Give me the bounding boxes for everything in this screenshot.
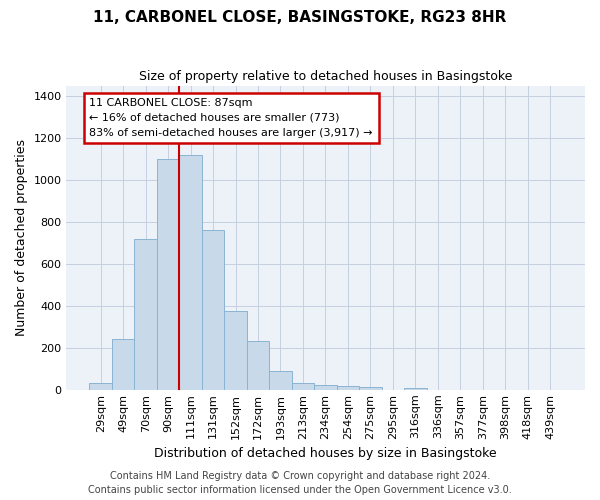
Bar	[89, 383, 112, 390]
Text: Contains HM Land Registry data © Crown copyright and database right 2024.
Contai: Contains HM Land Registry data © Crown c…	[88, 471, 512, 495]
Bar	[179, 154, 202, 390]
Bar	[359, 388, 382, 390]
Title: Size of property relative to detached houses in Basingstoke: Size of property relative to detached ho…	[139, 70, 512, 83]
Bar	[157, 159, 179, 390]
Bar	[404, 388, 427, 390]
Y-axis label: Number of detached properties: Number of detached properties	[15, 139, 28, 336]
Bar	[134, 238, 157, 390]
Bar	[112, 339, 134, 390]
Text: 11, CARBONEL CLOSE, BASINGSTOKE, RG23 8HR: 11, CARBONEL CLOSE, BASINGSTOKE, RG23 8H…	[94, 10, 506, 25]
Bar	[247, 342, 269, 390]
X-axis label: Distribution of detached houses by size in Basingstoke: Distribution of detached houses by size …	[154, 447, 497, 460]
Bar	[314, 386, 337, 390]
Bar	[337, 386, 359, 390]
Bar	[292, 383, 314, 390]
Bar	[224, 311, 247, 390]
Bar	[269, 370, 292, 390]
Text: 11 CARBONEL CLOSE: 87sqm
← 16% of detached houses are smaller (773)
83% of semi-: 11 CARBONEL CLOSE: 87sqm ← 16% of detach…	[89, 98, 373, 138]
Bar	[202, 230, 224, 390]
